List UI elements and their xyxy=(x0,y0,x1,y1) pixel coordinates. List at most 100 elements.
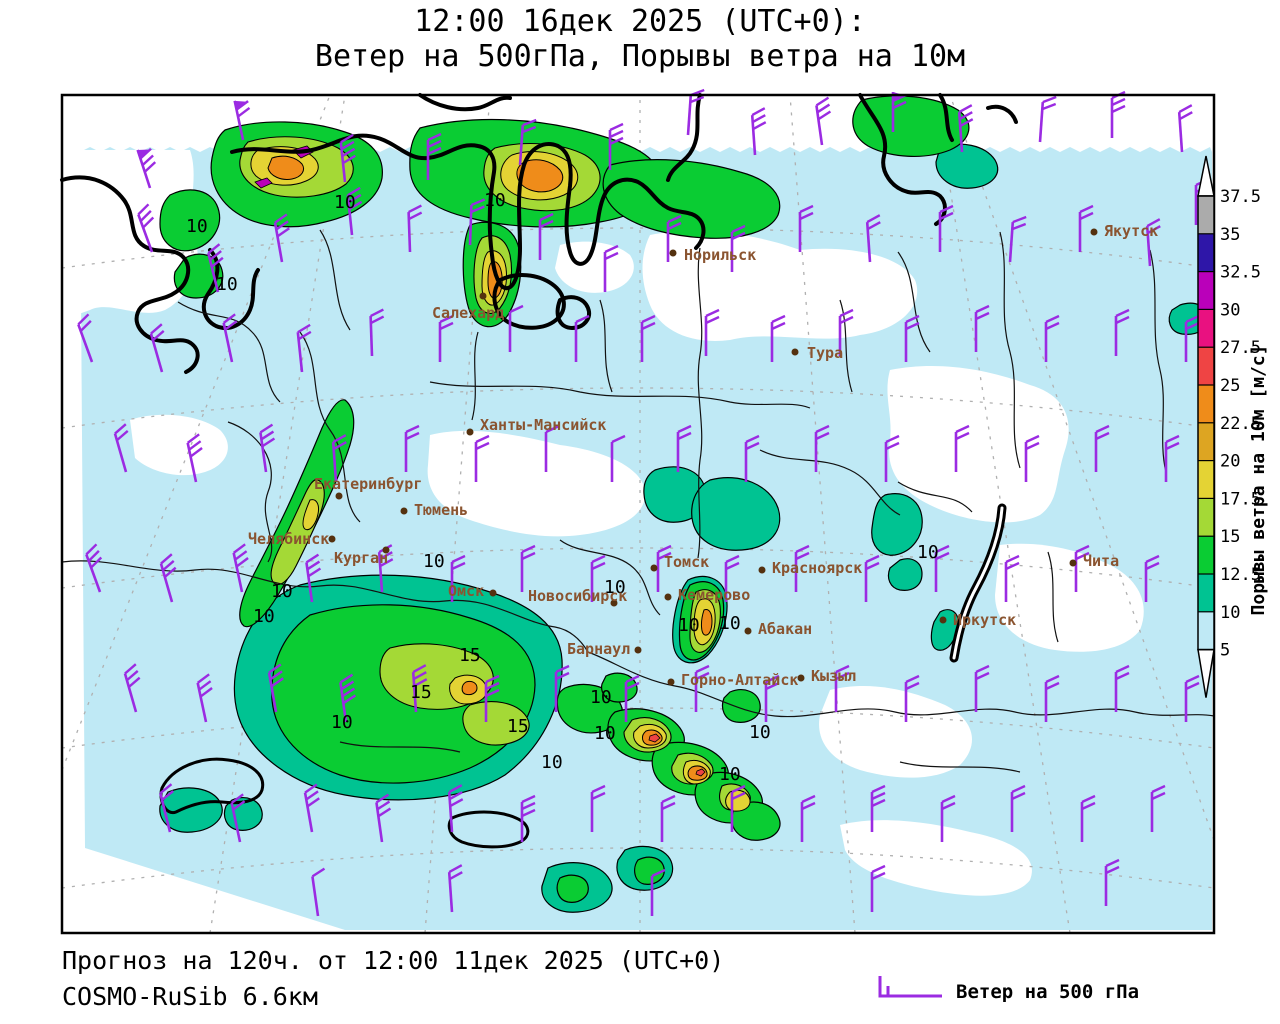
wind-barb xyxy=(1038,95,1057,143)
wind-barb xyxy=(484,674,500,722)
wind-barb xyxy=(273,213,290,263)
colorbar-tick-label: 15 xyxy=(1220,527,1240,547)
wind-barb xyxy=(724,554,740,602)
wind-barb xyxy=(865,214,881,263)
wind-barb xyxy=(303,783,320,833)
wind-barb xyxy=(538,212,554,260)
wind-barb xyxy=(520,544,536,592)
colorbar-segment xyxy=(1198,347,1214,385)
map-title: 12:00 16дек 2025 (UTC+0): Ветер на 500гП… xyxy=(0,4,1280,74)
wind-barb-layer xyxy=(77,88,1214,917)
wind-barb xyxy=(1010,784,1026,832)
wind-barb xyxy=(233,100,251,141)
contour-label-layer: 10 10 10 10 10 10 10 15 15 10 15 10 10 10 10 10 10 10 10 10 xyxy=(186,190,939,785)
wind-barb xyxy=(369,308,385,357)
wind-barb xyxy=(1044,674,1060,722)
wind-barb xyxy=(346,186,363,236)
colorbar-segment xyxy=(1198,574,1214,612)
wind-barb xyxy=(1145,218,1161,267)
contour-value-label: 10 xyxy=(331,712,353,733)
wind-barb xyxy=(603,244,619,292)
wind-barb xyxy=(123,663,141,713)
city-dot xyxy=(744,627,752,635)
wind-barb xyxy=(660,794,676,842)
wind-barb xyxy=(704,308,720,356)
wind-barb xyxy=(474,434,490,482)
city-dot xyxy=(669,249,677,257)
colorbar-segment xyxy=(1198,233,1214,272)
colorbar-tick-label: 20 xyxy=(1220,452,1240,472)
wind-barb xyxy=(640,314,656,362)
wind-barb xyxy=(864,554,880,602)
wind-barb xyxy=(1150,784,1166,832)
contour-value-label: 10 xyxy=(271,581,293,602)
wind-barb xyxy=(1024,434,1040,482)
wind-barb xyxy=(904,314,920,362)
city-label: Томск xyxy=(664,553,709,571)
colorbar-segment xyxy=(1198,536,1214,574)
wind-barb xyxy=(798,204,814,252)
wind-barb xyxy=(1184,314,1200,362)
wind-barb xyxy=(974,304,990,352)
wind-barb xyxy=(730,224,746,272)
wind-legend-label: Ветер на 500 гПа xyxy=(956,981,1140,1003)
contour-value-label: 10 xyxy=(423,551,445,572)
wind-barb xyxy=(447,864,463,913)
wind-barb xyxy=(407,204,423,253)
colorbar-axis-label: Порывы ветра на 10м [м/с] xyxy=(1248,345,1269,616)
city-label: Норильск xyxy=(684,246,756,264)
wind-barb xyxy=(666,214,682,262)
colorbar-tick-label: 10 xyxy=(1220,603,1240,623)
city-label: Красноярск xyxy=(772,559,862,577)
contour-value-label: 10 xyxy=(334,192,356,213)
wind-barb xyxy=(339,133,356,183)
wind-barb xyxy=(656,544,672,592)
city-label: Горно-Алтайск xyxy=(681,671,798,689)
colorbar-tick-label: 37.5 xyxy=(1220,187,1261,207)
colorbar-segment xyxy=(1198,611,1214,650)
wind-barb xyxy=(1008,215,1027,263)
city-dot xyxy=(479,292,487,300)
wind-barb xyxy=(311,867,326,917)
city-label: Тюмень xyxy=(414,501,468,519)
city-label: Барнаул xyxy=(567,640,630,658)
wind-barb xyxy=(1114,664,1130,712)
wind-barb xyxy=(159,783,174,833)
wind-barb xyxy=(1164,434,1180,482)
wind-barb xyxy=(230,793,246,843)
wind-barb xyxy=(650,868,666,916)
wind-barb xyxy=(750,107,767,156)
region-borders xyxy=(61,229,1215,773)
colorbar-tick-label: 5 xyxy=(1220,641,1230,661)
city-dot xyxy=(664,593,672,601)
wind-barb xyxy=(411,664,428,713)
wind-barb xyxy=(834,664,850,712)
wind-barb xyxy=(267,663,284,713)
colorbar-segment xyxy=(1198,460,1214,499)
wind-barb xyxy=(518,118,537,166)
city-label: Новосибирск xyxy=(528,587,627,605)
wind-barb xyxy=(196,673,213,723)
wind-barb xyxy=(159,553,177,603)
city-label: Чита xyxy=(1083,552,1119,570)
city-dot xyxy=(400,507,408,515)
wind-barb xyxy=(468,198,486,246)
contour-value-label: 10 xyxy=(186,216,208,237)
colorbar-segment xyxy=(1198,309,1214,348)
wind-barb xyxy=(186,433,203,483)
wind-barb xyxy=(149,323,165,373)
wind-barb xyxy=(113,423,129,473)
wind-barb xyxy=(438,314,454,362)
city-label: Челябинск xyxy=(248,530,329,548)
city-dot xyxy=(797,674,805,682)
wind-barb xyxy=(520,794,536,842)
contour-value-label: 10 xyxy=(594,723,616,744)
wind-barb xyxy=(136,147,157,189)
wind-barb xyxy=(207,243,224,293)
colorbar: 37.5 35 32.5 30 27.5 25 22.5 20 17.5 15 12.5 10 5 Пор… xyxy=(1197,155,1269,698)
wind-barb xyxy=(957,104,974,153)
city-dot xyxy=(382,546,390,554)
contour-value-label: 10 xyxy=(590,687,612,708)
city-label-layer: Норильск Салехард Тура Ханты-Мансийск Екатер… xyxy=(248,222,1158,689)
